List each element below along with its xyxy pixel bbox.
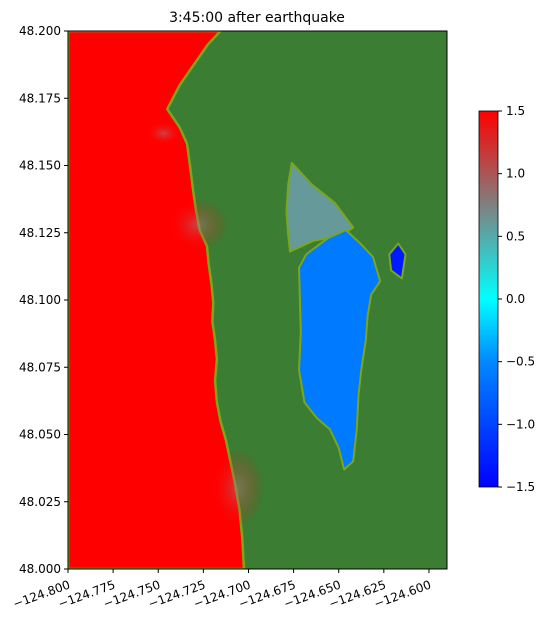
wave-haze: [167, 198, 228, 251]
y-tick-label: 48.075: [19, 360, 61, 374]
plot-area: [67, 30, 448, 570]
colorbar-gradient: [478, 110, 499, 488]
y-tick-label: 48.125: [19, 226, 61, 240]
colorbar-tick-label: −0.5: [506, 355, 535, 369]
region-bay-upper: [285, 161, 355, 253]
colorbar-tick-label: 1.5: [506, 104, 525, 118]
region-bay-east: [388, 242, 407, 280]
x-axis: −124.800−124.775−124.750−124.725−124.700…: [11, 569, 433, 611]
colorbar: −1.5 −1.0 −0.5 0.0 0.5 1.0 1.5: [478, 104, 535, 494]
y-tick-label: 48.050: [19, 428, 61, 442]
y-tick-label: 48.200: [19, 24, 61, 38]
colorbar-ticks: −1.5 −1.0 −0.5 0.0 0.5 1.0 1.5: [498, 104, 535, 494]
y-tick-label: 48.175: [19, 91, 61, 105]
y-tick-label: 48.025: [19, 495, 61, 509]
colorbar-tick-label: 1.0: [506, 167, 525, 181]
y-tick-label: 48.150: [19, 159, 61, 173]
chart-title: 3:45:00 after earthquake: [169, 10, 345, 26]
y-tick-label: 48.100: [19, 293, 61, 307]
colorbar-tick-label: 0.5: [506, 229, 525, 243]
y-axis: 48.000 48.025 48.050 48.075 48.100 48.125 48.1…: [19, 24, 68, 576]
colorbar-tick-label: −1.5: [506, 480, 535, 494]
y-tick-label: 48.000: [19, 562, 61, 576]
colorbar-tick-label: 0.0: [506, 292, 525, 306]
wave-haze: [145, 121, 182, 146]
region-bay-main: [298, 229, 382, 471]
colorbar-tick-label: −1.0: [506, 417, 535, 431]
wave-haze: [211, 448, 264, 529]
